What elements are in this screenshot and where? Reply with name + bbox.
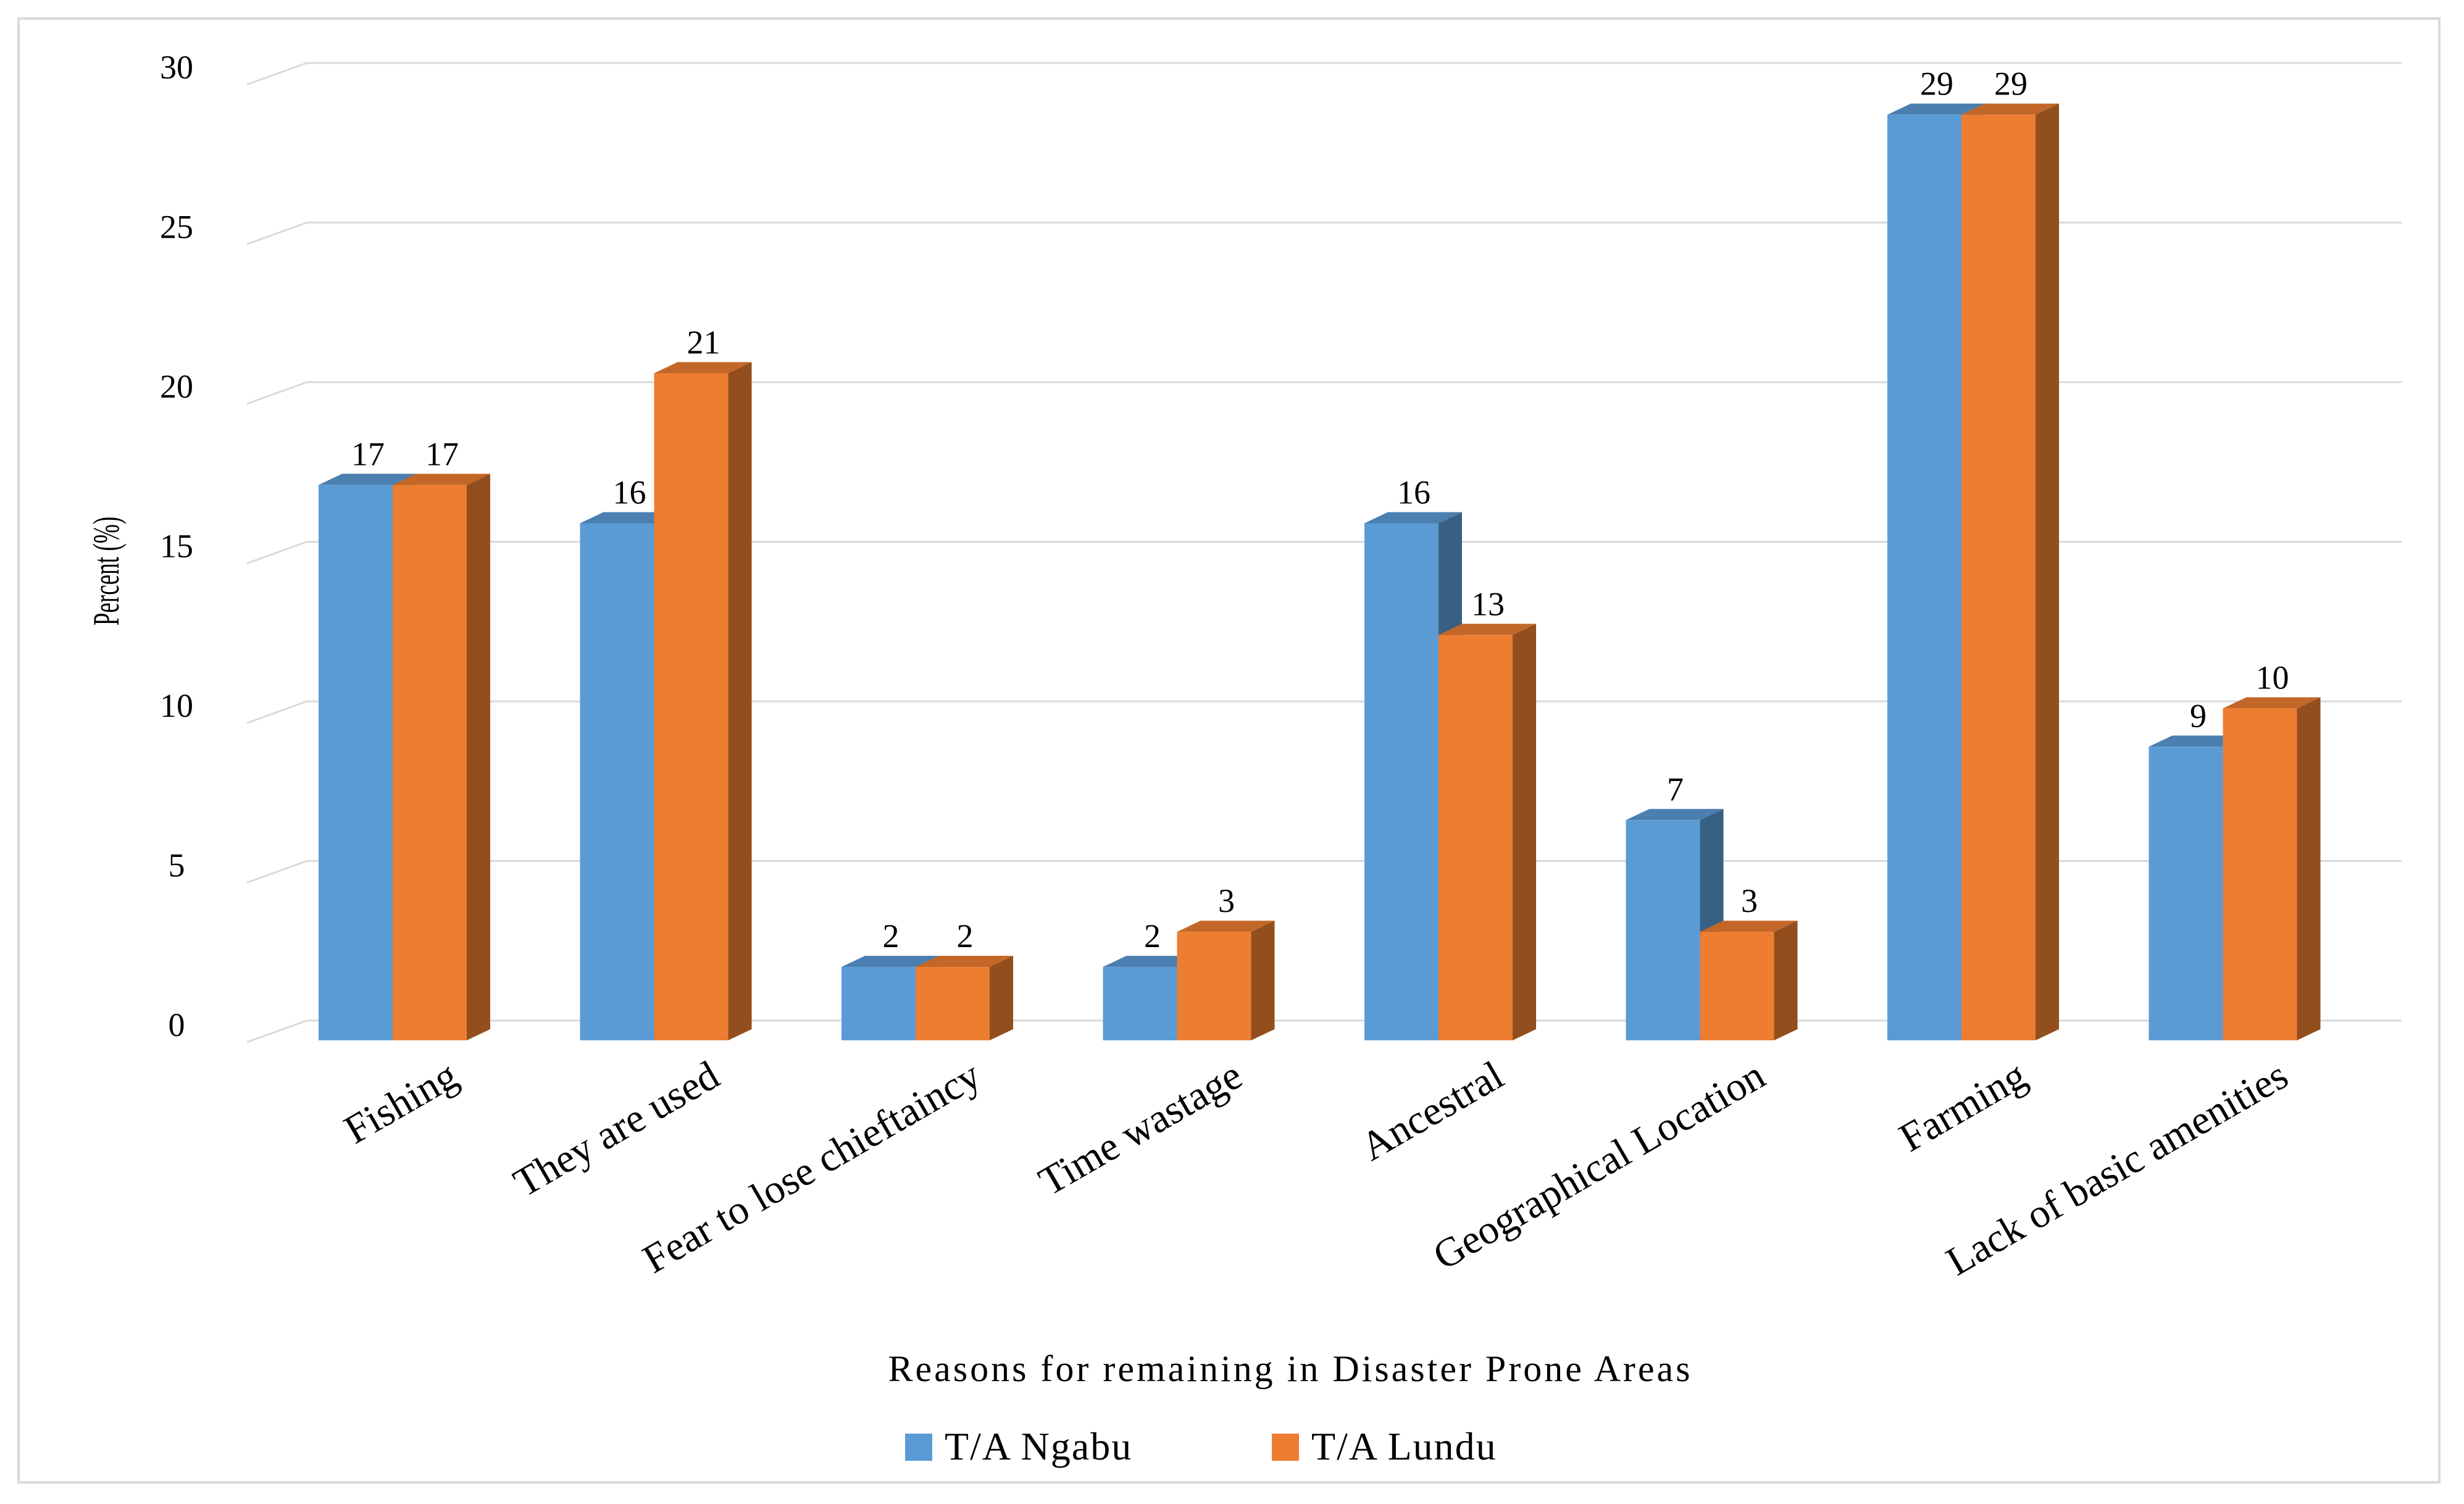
bar-top (319, 474, 416, 485)
bar-side (467, 474, 490, 1040)
bar (1700, 921, 1798, 1040)
bar-front (1364, 523, 1439, 1040)
data-label: 2 (957, 917, 974, 955)
bar-front (2149, 746, 2223, 1040)
bar-top (393, 474, 490, 485)
bars (319, 103, 2321, 1041)
data-label: 29 (1994, 65, 2028, 102)
bar-side (728, 362, 752, 1040)
bar (393, 474, 490, 1040)
x-axis-title: Reasons for remaining in Disaster Prone … (888, 1348, 1692, 1389)
bar-top (1626, 809, 1724, 821)
data-label: 17 (351, 435, 385, 472)
gridline-depth (246, 860, 307, 884)
data-label: 7 (1667, 771, 1684, 808)
data-label: 29 (1920, 65, 1953, 102)
data-label: 2 (883, 917, 900, 955)
bar-front (393, 485, 467, 1040)
legend-label-ngabu: T/A Ngabu (945, 1424, 1132, 1468)
bar-front (654, 373, 729, 1040)
gridlines (246, 62, 2402, 1043)
data-label: 13 (1471, 585, 1505, 622)
bar-side (1774, 921, 1798, 1040)
y-axis-title: Percent (%) (86, 517, 127, 626)
bar-front (1103, 967, 1177, 1040)
legend-swatch-ngabu (905, 1434, 932, 1461)
bar-front (1177, 932, 1251, 1040)
bar-top (916, 956, 1013, 967)
x-category-label: Ancestral (1353, 1053, 1511, 1170)
data-label: 17 (425, 435, 459, 472)
bar-top (1887, 103, 1985, 115)
bar-front (1700, 932, 1774, 1040)
data-label: 16 (613, 474, 646, 511)
bar-top (1177, 921, 1275, 932)
data-labels: 17 17 16 21 2 2 2 3 16 13 7 3 29 29 9 10 (351, 65, 2289, 955)
gridline-depth (246, 381, 307, 405)
bar-top (1103, 956, 1201, 967)
data-label: 3 (1741, 882, 1758, 919)
bar (654, 362, 752, 1040)
y-tick-label: 30 (160, 49, 193, 86)
gridline-depth (246, 541, 307, 564)
y-tick-label: 15 (160, 528, 193, 565)
bar-front (1961, 114, 2036, 1041)
bar-side (1251, 921, 1275, 1040)
bar-front (916, 967, 990, 1040)
bar-top (1439, 624, 1536, 635)
gridline-depth (246, 222, 307, 245)
bar (1439, 624, 1536, 1040)
y-tick-label: 0 (169, 1006, 185, 1043)
bar-front (1887, 114, 1961, 1041)
bar-top (2149, 735, 2247, 747)
bar-side (2297, 697, 2321, 1040)
y-tick-label: 20 (160, 368, 193, 405)
legend-swatch-lundu (1272, 1434, 1299, 1461)
bar (1626, 809, 1724, 1040)
bar-top (2223, 697, 2321, 709)
bar-top (1700, 921, 1798, 932)
bar-front (2223, 708, 2297, 1040)
y-tick-label: 25 (160, 209, 193, 246)
data-label: 3 (1218, 882, 1235, 919)
gridline-depth (246, 700, 307, 724)
bar-front (319, 485, 393, 1040)
legend: T/A Ngabu T/A Lundu (905, 1424, 1497, 1468)
y-tick-label: 10 (160, 687, 193, 724)
x-category-label: Time wastage (1032, 1053, 1250, 1205)
y-axis-ticks: 0 5 10 15 20 25 30 (160, 49, 193, 1043)
data-label: 2 (1144, 917, 1161, 955)
bar-top (842, 956, 939, 967)
x-category-label: Farming (1892, 1053, 2034, 1161)
y-tick-label: 5 (169, 847, 185, 884)
gridline-depth (246, 1019, 307, 1043)
bar-front (842, 967, 916, 1040)
bar-front (1439, 635, 1513, 1040)
data-label: 21 (687, 324, 720, 361)
data-label: 9 (2190, 697, 2207, 734)
bar (1961, 103, 2059, 1041)
bar-side (1513, 624, 1536, 1040)
x-category-label: Fishing (336, 1053, 465, 1153)
bar-top (1961, 103, 2059, 115)
gridline-depth (246, 62, 307, 86)
bar-top (580, 512, 678, 524)
bar-top (654, 362, 752, 374)
bar-front (1626, 820, 1700, 1040)
bar (916, 956, 1013, 1040)
x-category-label: They are used (506, 1053, 727, 1206)
bar-front (580, 523, 654, 1040)
bar (1177, 921, 1275, 1040)
bar (2223, 697, 2321, 1040)
bar-top (1364, 512, 1462, 524)
bar-side (2036, 103, 2059, 1041)
bar-side (990, 956, 1013, 1040)
legend-label-lundu: T/A Lundu (1311, 1424, 1497, 1468)
data-label: 10 (2256, 659, 2289, 696)
data-label: 16 (1397, 474, 1430, 511)
